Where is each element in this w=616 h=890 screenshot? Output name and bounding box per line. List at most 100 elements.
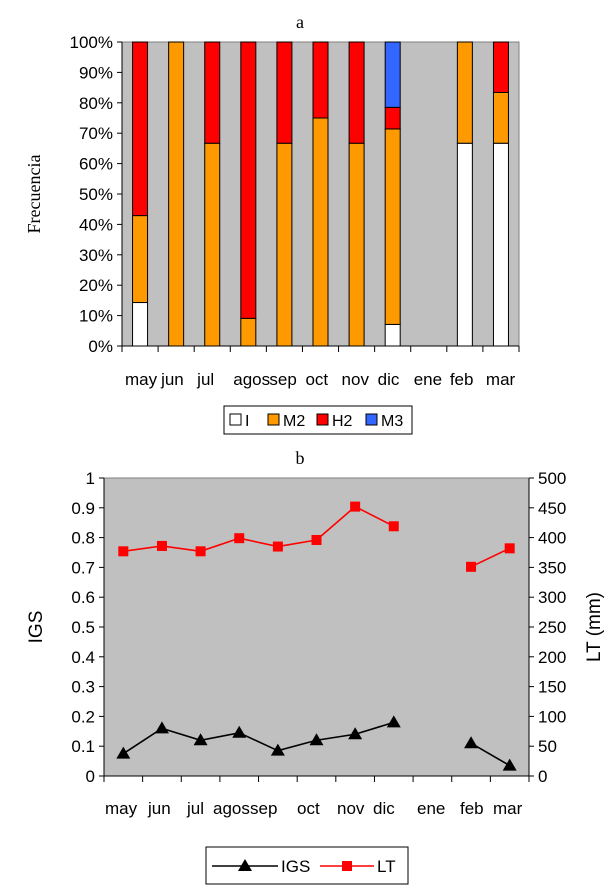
legend-swatch-I (229, 413, 242, 426)
point-LT (234, 533, 245, 544)
legend-marker-IGS (238, 859, 252, 871)
legend-label-M3: M3 (381, 413, 403, 430)
left-y-tick-label: 0.4 (71, 648, 95, 667)
point-LT (118, 546, 129, 557)
point-LT (388, 521, 399, 532)
bar-sep-M2 (276, 142, 293, 347)
left-y-tick-label: 0.1 (71, 737, 95, 756)
legend-label-M2: M2 (283, 413, 305, 430)
bar-mar-H2 (492, 41, 509, 93)
bar-sep-H2 (276, 41, 293, 144)
right-y-tick-label: 250 (538, 618, 566, 637)
chart-a-axes: may jun jul agos sep oct nov dic ene feb mar 0% 10% 2… (70, 33, 520, 389)
y-tick-label: 100% (70, 33, 113, 52)
x-tick-label: sep (269, 370, 296, 389)
bar-agos-M2 (240, 317, 257, 347)
chart-b: b 0 0.1 0.2 0.3 0.4 0.5 0.6 0.7 0.8 0.9 1 0 50 100 150… (26, 448, 605, 885)
x-tick-label: ene (414, 370, 442, 389)
right-y-tick-label: 350 (538, 558, 566, 577)
left-y-tick-label: 0.8 (71, 529, 95, 548)
bar-may-I (132, 302, 149, 347)
x-tick-label: agos (233, 370, 270, 389)
bar-nov-M2 (348, 142, 365, 347)
chart-b-legend-box (205, 846, 409, 885)
chart-b-right-axis-label: LT (mm) (584, 592, 605, 662)
left-y-tick-label: 0.3 (71, 678, 95, 697)
x-tick-label: may (125, 370, 158, 389)
chart-a-title: a (296, 12, 304, 32)
right-y-tick-label: 100 (538, 707, 566, 726)
bar-dic-M2 (384, 128, 401, 325)
left-y-tick-label: 0.9 (71, 499, 95, 518)
right-y-tick-label: 50 (538, 737, 557, 756)
legend-label-IGS: IGS (281, 857, 310, 876)
legend-label-H2: H2 (332, 413, 353, 430)
x-tick-label: oct (297, 799, 320, 818)
right-y-tick-label: 200 (538, 648, 566, 667)
x-tick-label: ene (417, 799, 445, 818)
x-tick-label: feb (450, 370, 474, 389)
bar-mar-I (492, 142, 509, 347)
bar-jul-M2 (204, 142, 221, 347)
series-line-LT-segment-0 (123, 505, 395, 553)
y-tick-label: 0% (88, 337, 113, 356)
y-tick-label: 70% (79, 124, 113, 143)
x-tick-label: jul (196, 370, 214, 389)
bar-nov-H2 (348, 41, 365, 144)
legend-swatch-M2 (267, 413, 280, 426)
x-tick-label: mar (486, 370, 516, 389)
point-IGS (502, 758, 517, 771)
chart-b-title: b (296, 448, 305, 468)
point-IGS (232, 725, 247, 738)
right-y-tick-label: 0 (538, 767, 547, 786)
legend-swatch-H2 (316, 413, 329, 426)
point-LT (195, 546, 206, 557)
y-tick-label: 80% (79, 94, 113, 113)
x-tick-label: dic (373, 799, 395, 818)
y-tick-label: 50% (79, 185, 113, 204)
y-tick-label: 90% (79, 63, 113, 82)
y-tick-label: 10% (79, 307, 113, 326)
point-LT (504, 543, 515, 554)
left-y-tick-label: 0.6 (71, 588, 95, 607)
bar-agos-H2 (240, 41, 257, 319)
point-IGS (386, 715, 401, 728)
x-tick-label: jun (147, 799, 171, 818)
point-LT (156, 540, 167, 551)
point-LT (466, 561, 477, 572)
bar-jul-H2 (204, 41, 221, 144)
left-y-tick-label: 0.5 (71, 618, 95, 637)
chart-a: a may jun jul agos sep oct nov dic ene feb mar 0% 10… (24, 12, 520, 435)
point-LT (272, 541, 283, 552)
left-y-tick-label: 0.7 (71, 558, 95, 577)
series-line-IGS-segment-1 (470, 742, 511, 767)
bar-dic-I (384, 323, 401, 347)
point-IGS (116, 746, 131, 759)
point-LT (350, 501, 361, 512)
x-tick-label: sep (250, 799, 277, 818)
legend-swatch-M3 (365, 413, 378, 426)
chart-b-axes: 0 0.1 0.2 0.3 0.4 0.5 0.6 0.7 0.8 0.9 1 0 50 100 150 20… (71, 469, 566, 818)
series-line-LT-segment-1 (470, 547, 511, 568)
bar-oct-M2 (312, 117, 329, 347)
right-y-tick-label: 450 (538, 499, 566, 518)
y-tick-label: 60% (79, 155, 113, 174)
chart-b-series (116, 501, 517, 771)
chart-a-legend: I M2 H2 M3 (223, 405, 413, 435)
chart-b-legend: IGS LT (205, 846, 409, 885)
right-y-tick-label: 150 (538, 678, 566, 697)
bar-may-M2 (132, 215, 149, 304)
point-IGS (348, 727, 363, 740)
bar-jun-M2 (168, 41, 185, 347)
point-LT (311, 534, 322, 545)
bar-feb-M2 (456, 41, 473, 144)
left-y-tick-label: 1 (86, 469, 95, 488)
bar-feb-I (456, 142, 473, 347)
y-tick-label: 30% (79, 246, 113, 265)
bar-may-H2 (132, 41, 149, 217)
chart-a-y-axis-label: Frecuencia (24, 155, 44, 234)
x-tick-label: nov (342, 370, 370, 389)
x-tick-label: dic (378, 370, 400, 389)
y-tick-label: 40% (79, 215, 113, 234)
